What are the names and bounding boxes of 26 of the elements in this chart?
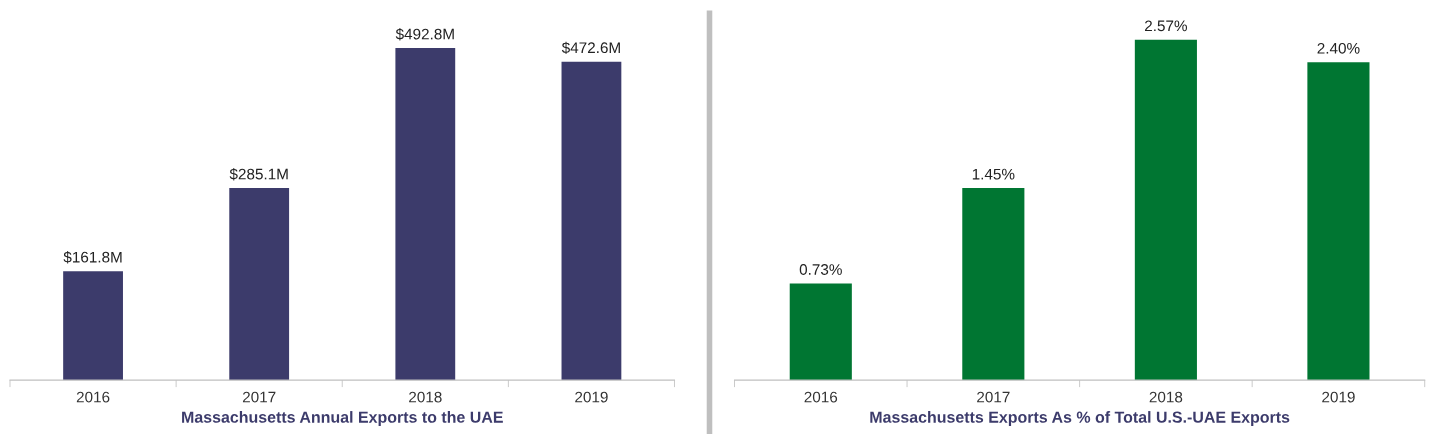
bar	[63, 271, 123, 381]
x-axis-title: Massachusetts Exports As % of Total U.S.-UAE Exports	[870, 411, 1290, 426]
x-tick-label: 2017	[242, 391, 276, 403]
x-tick-label: 2017	[977, 391, 1010, 403]
x-tick-label: 2016	[76, 391, 110, 403]
x-tick-label: 2016	[804, 391, 838, 403]
data-label: $285.1M	[229, 168, 288, 181]
bar	[561, 61, 622, 381]
data-label: $161.8M	[63, 251, 122, 264]
x-axis-title: Massachusetts Annual Exports to the UAE	[182, 411, 503, 426]
x-tick-label: 2019	[1322, 391, 1355, 403]
data-label: $492.8M	[395, 28, 454, 41]
data-label: 0.73%	[799, 264, 842, 275]
data-label: 2.57%	[1145, 20, 1187, 32]
data-label: $472.6M	[561, 41, 620, 55]
bar	[229, 188, 290, 381]
bar	[789, 283, 852, 381]
bar	[1307, 62, 1370, 381]
data-label: 2.40%	[1317, 42, 1360, 54]
data-label: 1.45%	[972, 168, 1015, 180]
bar	[395, 48, 456, 381]
x-tick-label: 2019	[575, 391, 608, 403]
bar	[1134, 39, 1197, 381]
bar	[962, 188, 1025, 381]
x-tick-label: 2018	[409, 391, 442, 403]
x-tick-label: 2018	[1149, 391, 1183, 403]
